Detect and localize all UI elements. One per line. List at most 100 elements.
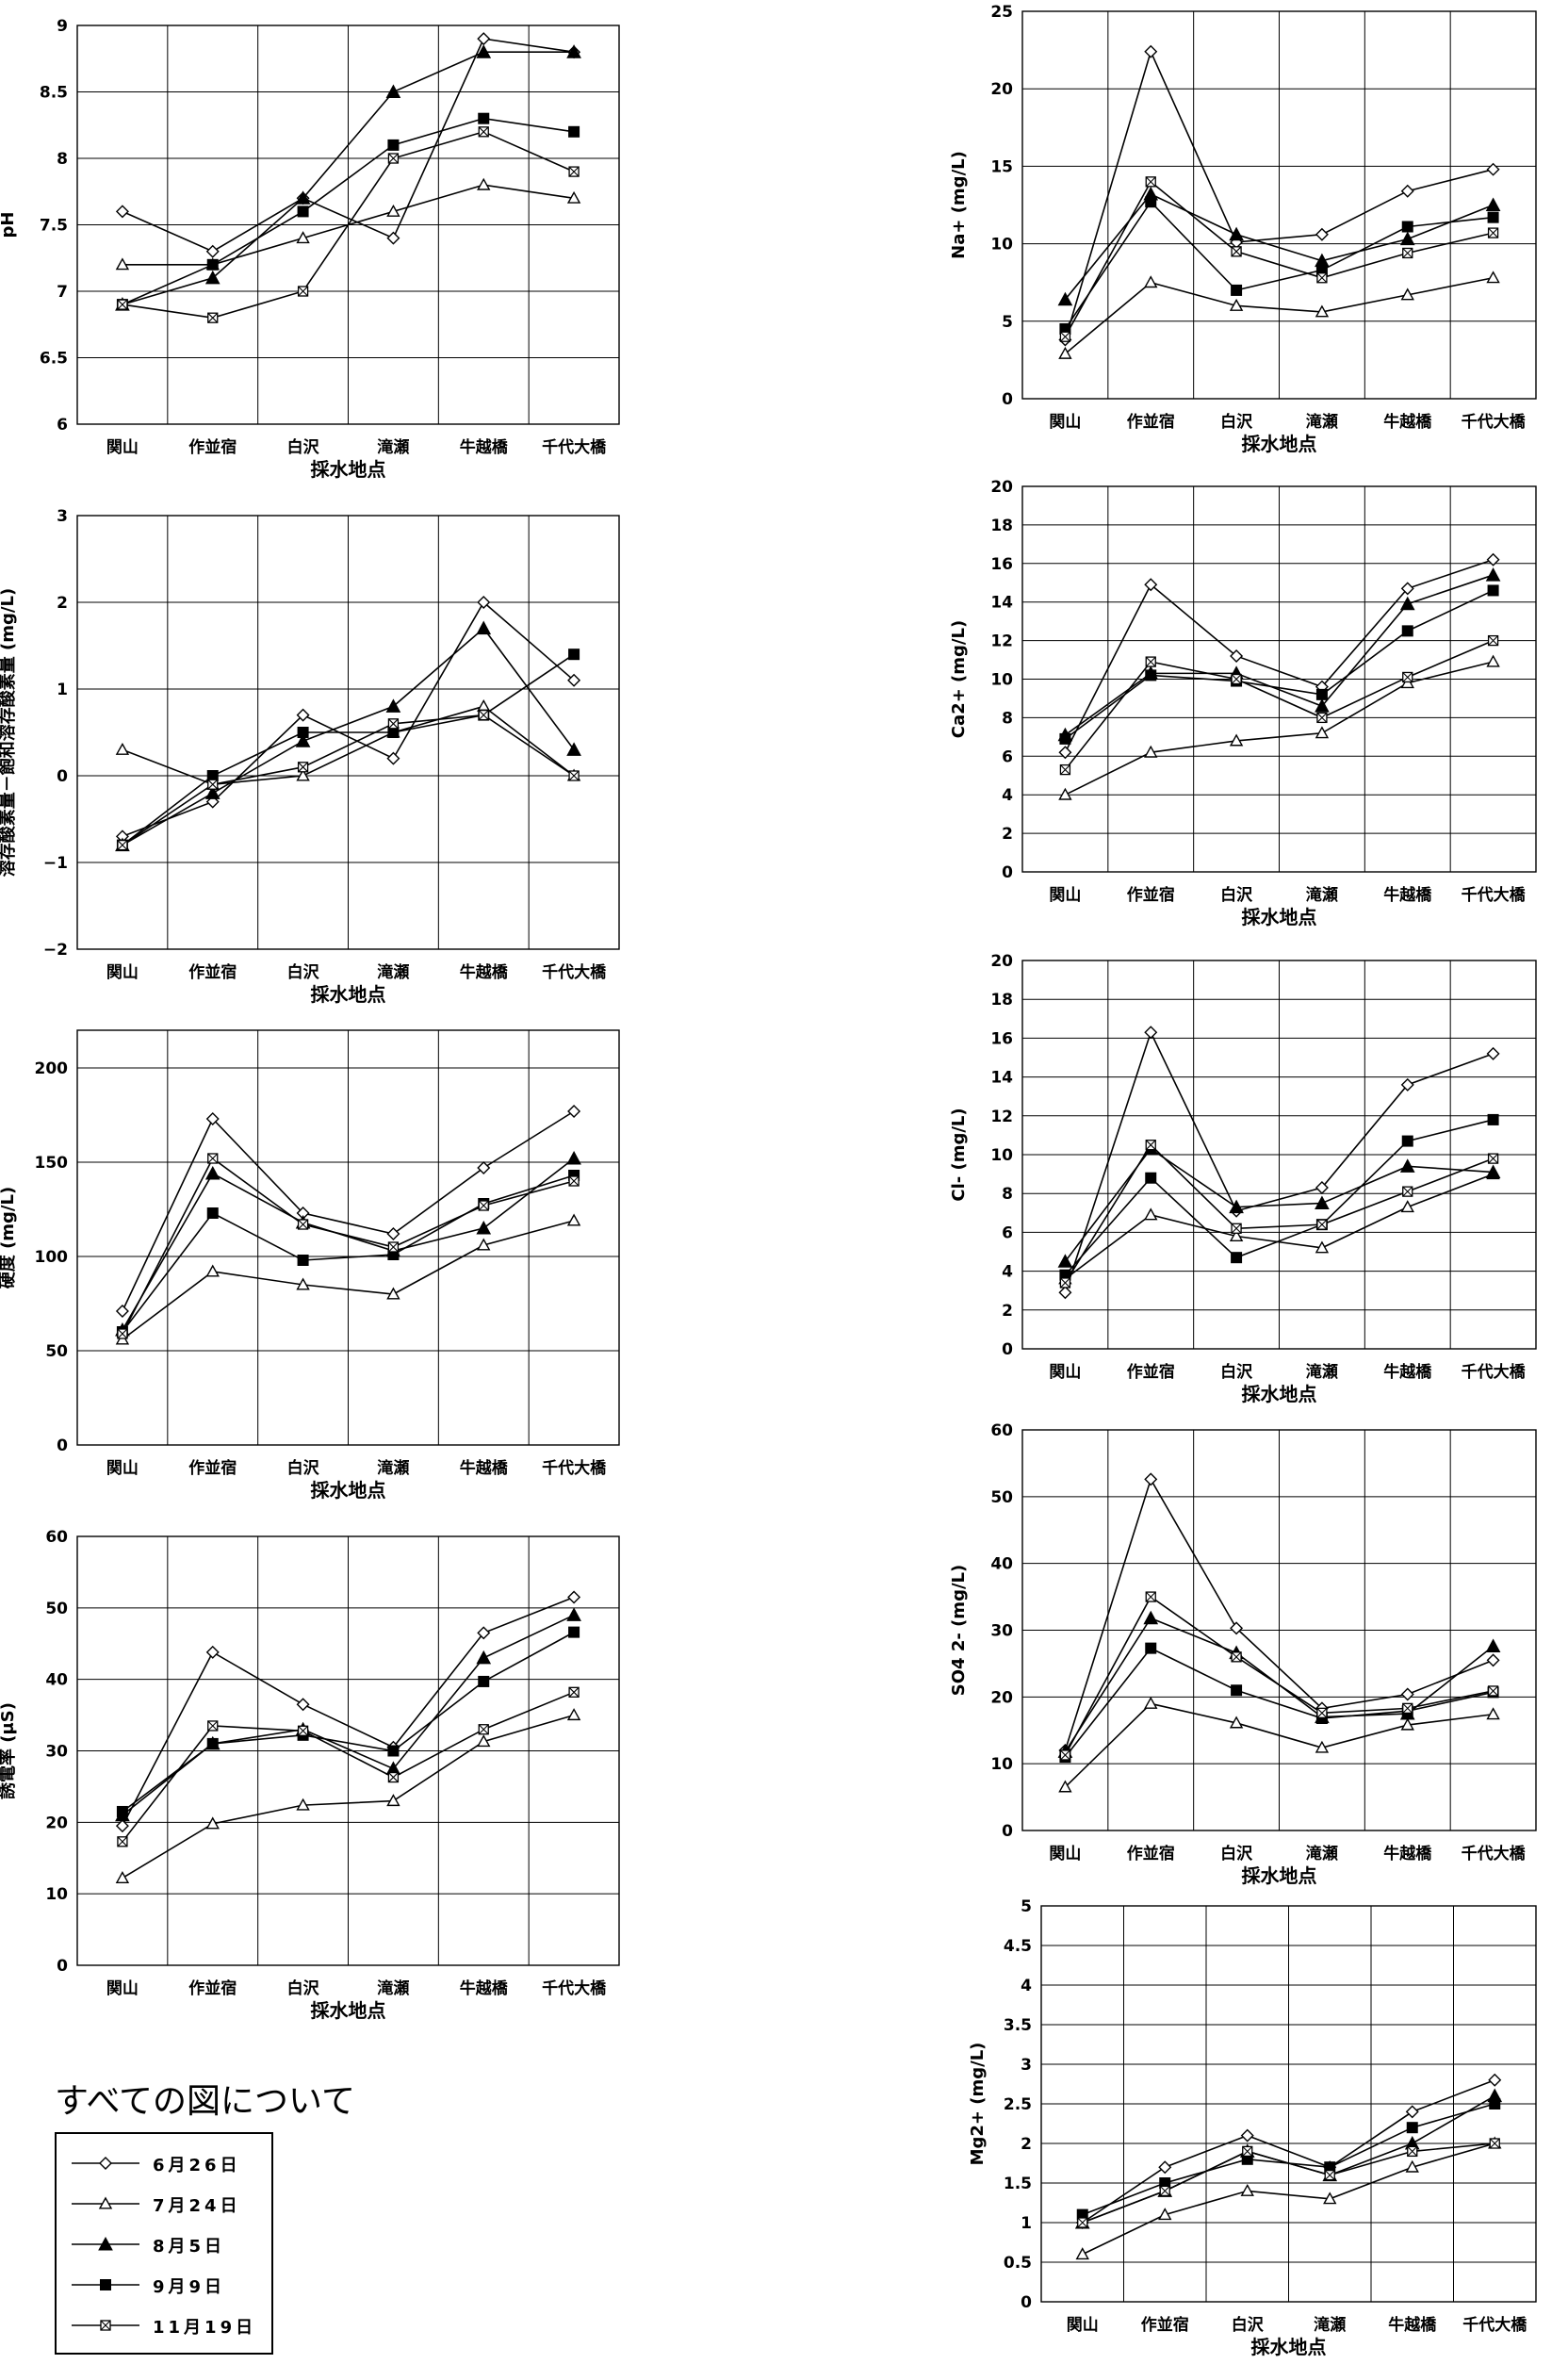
series-line — [1064, 1030, 1494, 1293]
y-tick-label: 14 — [990, 594, 1013, 613]
x-tick-label: 牛越橋 — [1383, 885, 1432, 905]
data-point — [387, 727, 400, 738]
data-point — [1145, 1140, 1156, 1151]
data-point — [1400, 287, 1414, 301]
data-point — [1240, 2128, 1254, 2142]
y-axis-label: Ca2+ (mg/L) — [949, 620, 969, 738]
data-point — [115, 205, 129, 219]
legend-marker — [100, 2320, 111, 2331]
x-tick-label: 関山 — [1049, 413, 1081, 432]
data-point — [207, 312, 219, 323]
data-point — [1145, 1591, 1156, 1602]
y-axis-label: Na+ (mg/L) — [949, 151, 969, 259]
x-tick-label: 牛越橋 — [460, 1978, 509, 1998]
data-point — [386, 1227, 400, 1240]
data-point — [1144, 1696, 1158, 1709]
legend-item: 9月9日 — [57, 2271, 271, 2299]
data-point — [1143, 1610, 1159, 1625]
x-tick-label: 関山 — [106, 1979, 139, 1998]
data-point — [206, 1737, 219, 1749]
x-tick-label: 作並宿 — [1141, 2315, 1189, 2335]
y-tick-label: 20 — [990, 80, 1013, 99]
x-tick-label: 作並宿 — [188, 1458, 237, 1478]
legend-label: 8月5日 — [153, 2237, 226, 2257]
series-line — [1064, 1119, 1494, 1276]
x-tick-label: 関山 — [106, 1459, 139, 1478]
legend-item: 6月26日 — [57, 2149, 271, 2177]
data-point — [1242, 2145, 1253, 2158]
data-point — [206, 1207, 219, 1219]
data-point — [476, 1650, 492, 1665]
data-point — [1229, 1716, 1244, 1729]
data-point — [566, 1213, 581, 1226]
y-tick-label: 10 — [45, 1885, 68, 1904]
y-tick-label: 10 — [990, 1146, 1013, 1165]
y-tick-label: 18 — [990, 517, 1013, 535]
data-point — [117, 1328, 128, 1339]
data-point — [1485, 1638, 1501, 1652]
data-point — [115, 257, 130, 271]
data-point — [204, 270, 220, 285]
y-axis-label: Cl- (mg/L) — [949, 1108, 969, 1201]
x-tick-label: 関山 — [106, 963, 139, 982]
data-point — [1077, 2217, 1088, 2228]
data-point — [295, 733, 311, 747]
data-point — [477, 177, 491, 190]
data-point — [387, 1241, 400, 1253]
y-tick-label: 0 — [57, 767, 68, 786]
data-point — [117, 1836, 128, 1847]
x-tick-label: 作並宿 — [1127, 1844, 1175, 1863]
legend-swatch — [72, 2279, 139, 2290]
x-axis-label: 採水地点 — [311, 1999, 386, 2022]
y-tick-label: 4 — [1002, 786, 1013, 805]
data-point — [296, 768, 310, 781]
y-tick-label: 12 — [990, 632, 1013, 651]
data-point — [1231, 1684, 1243, 1697]
legend: 6月26日 7月24日 8月5日 9月9日 11月19日 — [55, 2132, 273, 2355]
data-point — [1145, 176, 1156, 188]
series-line — [122, 1631, 575, 1813]
data-point — [1487, 1685, 1499, 1697]
series-line — [1064, 1595, 1494, 1756]
data-point — [1144, 1207, 1158, 1221]
x-tick-label: 白沢 — [287, 962, 320, 982]
y-tick-label: 40 — [990, 1555, 1013, 1574]
data-point — [478, 112, 490, 124]
legend-swatch — [72, 2196, 139, 2209]
data-point — [1402, 247, 1413, 259]
y-tick-label: 8 — [1002, 1185, 1013, 1204]
series-line — [122, 117, 575, 305]
data-point — [1323, 2192, 1337, 2205]
data-point — [568, 1686, 580, 1698]
data-point — [297, 205, 309, 218]
data-point — [1059, 732, 1071, 745]
series-line — [1064, 1702, 1494, 1788]
data-point — [1486, 552, 1500, 566]
y-tick-label: 10 — [990, 236, 1013, 254]
x-tick-label: 滝瀬 — [377, 1458, 409, 1478]
data-point — [566, 742, 581, 756]
x-axis-label: 採水地点 — [1242, 1864, 1317, 1887]
data-point — [1229, 226, 1244, 241]
data-point — [566, 190, 581, 204]
x-axis-label: 採水地点 — [311, 983, 386, 1006]
x-tick-label: 白沢 — [1220, 412, 1253, 432]
x-tick-label: 作並宿 — [1127, 885, 1175, 905]
series-line — [1064, 180, 1494, 337]
data-point — [297, 286, 309, 297]
data-point — [1231, 284, 1243, 296]
data-point — [205, 244, 220, 258]
data-point — [297, 727, 309, 738]
x-tick-label: 牛越橋 — [1388, 2315, 1437, 2335]
legend-marker — [100, 2279, 111, 2290]
data-point — [1158, 2208, 1172, 2221]
data-point — [385, 84, 401, 98]
data-point — [1405, 2159, 1419, 2173]
y-tick-label: 16 — [990, 1029, 1013, 1048]
y-tick-label: 4 — [1021, 1977, 1032, 1995]
